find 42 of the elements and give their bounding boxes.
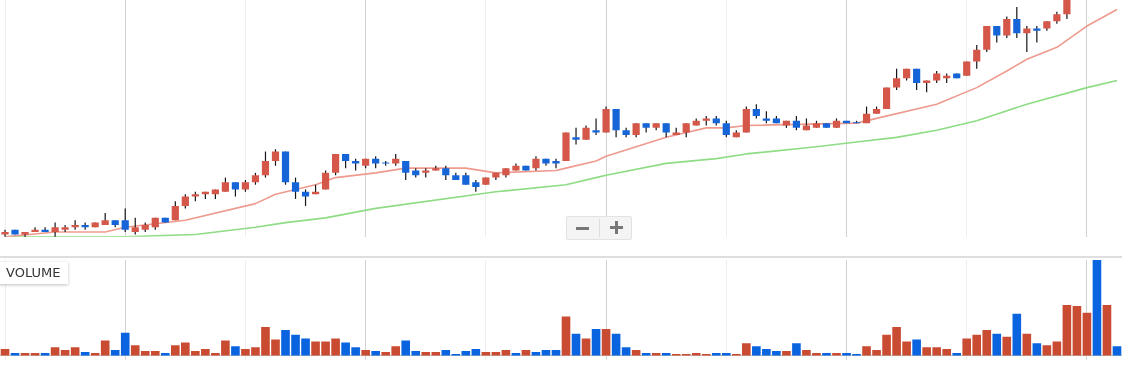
bar	[1032, 343, 1042, 356]
bar	[601, 328, 611, 356]
candlestick	[31, 226, 39, 233]
candlestick	[572, 127, 580, 146]
bar	[1102, 305, 1112, 356]
bar	[792, 343, 801, 356]
candlestick	[602, 105, 610, 134]
candlestick	[291, 177, 300, 200]
chart-title: VOLUME	[0, 262, 69, 284]
candlestick	[1003, 15, 1011, 39]
candlestick	[973, 44, 981, 70]
bar	[441, 350, 451, 356]
candlestick	[402, 160, 410, 181]
bar	[231, 346, 240, 356]
bar	[1012, 313, 1022, 356]
bar	[591, 328, 601, 356]
candlestick	[261, 150, 270, 179]
bar	[1002, 336, 1012, 356]
candlestick	[41, 226, 49, 233]
candlestick	[21, 231, 29, 238]
candlestick	[1013, 6, 1021, 39]
candlestick	[612, 108, 620, 138]
candlestick	[983, 25, 991, 53]
bar	[561, 316, 571, 356]
bar	[100, 340, 110, 356]
bar	[361, 350, 370, 356]
candlestick	[121, 207, 129, 233]
bar	[1082, 312, 1092, 356]
candlestick	[1063, 0, 1071, 20]
candlestick	[1023, 25, 1031, 53]
bar	[1062, 305, 1072, 356]
candlestick	[742, 105, 750, 134]
bar	[1052, 341, 1062, 356]
candlestick	[51, 221, 59, 238]
bar	[1092, 260, 1102, 356]
candlestick	[892, 68, 901, 91]
candlestick	[592, 117, 600, 136]
candlestick	[1, 229, 9, 238]
candlestick	[552, 158, 560, 169]
bar	[992, 333, 1002, 356]
bar	[1072, 305, 1082, 356]
bar	[912, 339, 921, 356]
